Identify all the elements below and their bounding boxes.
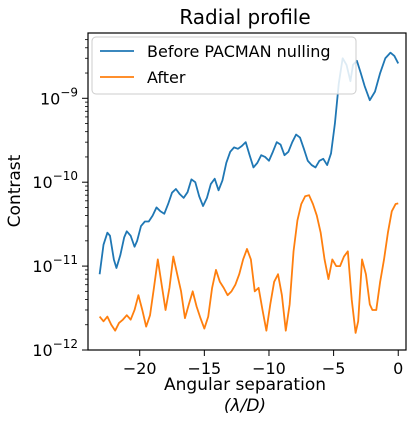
legend-label-before: Before PACMAN nulling [147, 42, 331, 61]
x-tick-label-4: 0 [393, 359, 403, 378]
x-axis-unit: (λ/D) [224, 396, 266, 416]
plot-lines [98, 51, 400, 334]
y-tick-label-2: 10−10 [32, 169, 78, 192]
y-tick-label-0: 10−12 [32, 337, 78, 360]
x-tick-label-2: −10 [252, 359, 286, 378]
legend-label-after: After [147, 68, 186, 87]
y-axis-ticks: 10−12 10−11 10−10 10−9 [32, 39, 88, 360]
x-axis-ticks: −20 −15 −10 −5 0 [123, 350, 403, 378]
x-tick-label-3: −5 [322, 359, 346, 378]
x-tick-label-1: −15 [187, 359, 221, 378]
y-tick-label-3: 10−9 [40, 85, 78, 108]
plot-frame [87, 32, 407, 351]
y-axis-label: Contrast [5, 154, 25, 227]
series-line-1 [98, 194, 399, 334]
chart-title: Radial profile [179, 5, 310, 29]
legend-box [91, 36, 357, 95]
x-axis-label: Angular separation [164, 375, 326, 395]
legend: Before PACMAN nulling After [91, 36, 357, 95]
x-tick-label-0: −20 [123, 359, 157, 378]
y-tick-label-1: 10−11 [32, 253, 78, 276]
